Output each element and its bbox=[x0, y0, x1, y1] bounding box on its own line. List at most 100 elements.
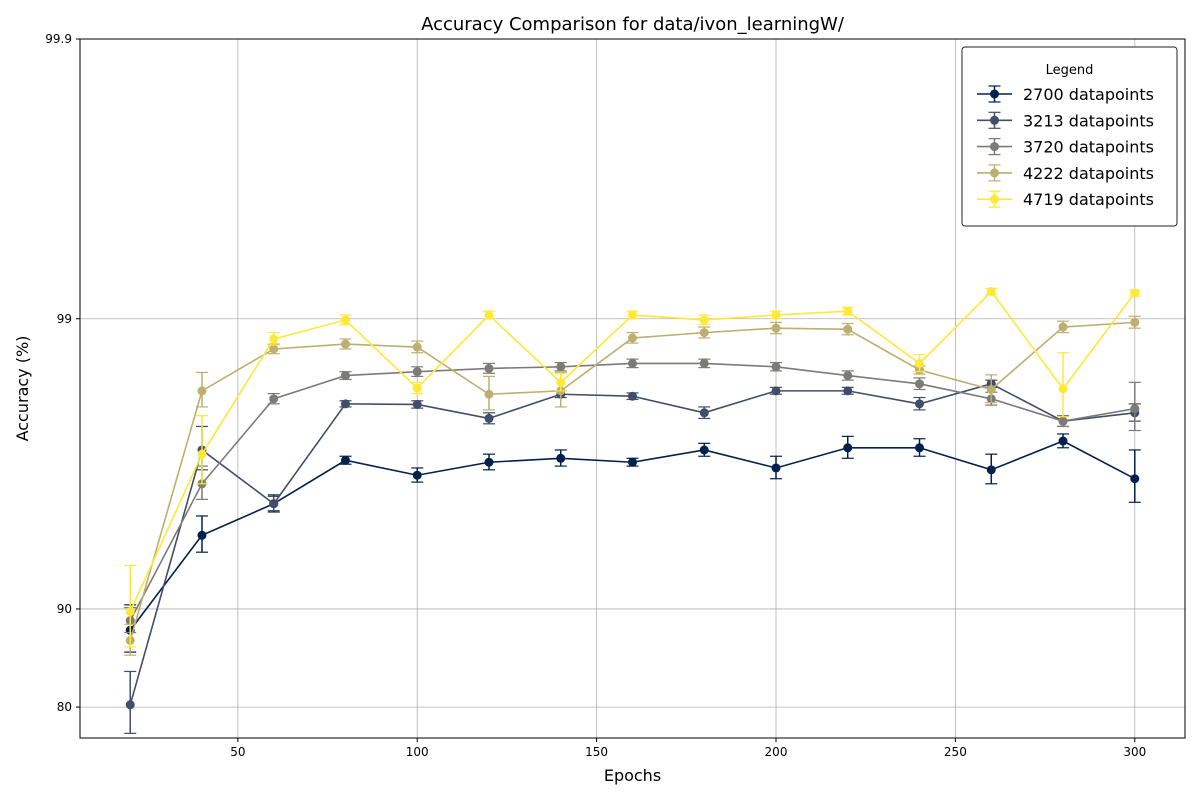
y-tick-label: 80 bbox=[57, 700, 72, 714]
data-point bbox=[556, 377, 566, 387]
data-point bbox=[986, 287, 996, 297]
data-point bbox=[1130, 474, 1140, 484]
x-tick-label: 100 bbox=[406, 745, 429, 759]
data-point bbox=[628, 310, 637, 320]
data-point bbox=[628, 391, 637, 401]
data-point bbox=[269, 344, 279, 354]
data-point bbox=[1058, 416, 1068, 426]
data-point bbox=[771, 310, 781, 320]
legend-entry: 2700 datapoints bbox=[977, 85, 1154, 104]
data-point bbox=[269, 334, 279, 344]
legend-label: 3213 datapoints bbox=[1023, 111, 1154, 130]
data-point bbox=[915, 379, 925, 389]
x-tick-label: 150 bbox=[585, 745, 608, 759]
data-point bbox=[771, 323, 781, 333]
data-point bbox=[628, 358, 637, 368]
data-point bbox=[484, 413, 494, 423]
data-point bbox=[412, 399, 422, 409]
x-tick-label: 200 bbox=[765, 745, 788, 759]
data-point bbox=[915, 399, 925, 409]
data-point bbox=[340, 339, 350, 349]
legend-entry: 4222 datapoints bbox=[977, 164, 1154, 183]
data-point bbox=[843, 386, 853, 396]
data-point bbox=[986, 465, 996, 475]
chart-title: Accuracy Comparison for data/ivon_learni… bbox=[421, 14, 845, 35]
legend-swatch-marker bbox=[990, 115, 999, 125]
data-point bbox=[628, 457, 637, 467]
data-point bbox=[269, 499, 279, 509]
data-point bbox=[843, 306, 853, 316]
series-group bbox=[124, 315, 1141, 656]
x-tick-label: 50 bbox=[230, 745, 245, 759]
legend-swatch-marker bbox=[990, 194, 999, 204]
data-point bbox=[771, 386, 781, 396]
data-point bbox=[197, 530, 207, 540]
legend-box bbox=[961, 46, 1178, 227]
data-point bbox=[1058, 384, 1068, 394]
data-point bbox=[484, 363, 494, 373]
y-axis-label: Accuracy (%) bbox=[13, 336, 32, 442]
data-point bbox=[125, 607, 135, 617]
data-point bbox=[412, 367, 422, 377]
legend-label: 2700 datapoints bbox=[1023, 85, 1154, 104]
y-tick-label: 99.9 bbox=[45, 32, 72, 46]
x-tick-label: 300 bbox=[1123, 745, 1146, 759]
data-point bbox=[1130, 288, 1140, 298]
data-point bbox=[125, 700, 135, 710]
legend-label: 3720 datapoints bbox=[1023, 138, 1154, 157]
data-point bbox=[699, 358, 709, 368]
legend-label: 4222 datapoints bbox=[1023, 164, 1154, 183]
data-point bbox=[771, 463, 781, 473]
data-point bbox=[1058, 322, 1068, 332]
data-point bbox=[556, 453, 566, 463]
legend-entry: 4719 datapoints bbox=[977, 190, 1154, 209]
data-point bbox=[412, 342, 422, 352]
data-point bbox=[1130, 404, 1140, 414]
data-point bbox=[699, 315, 709, 325]
legend-swatch-marker bbox=[990, 89, 999, 99]
data-point bbox=[412, 470, 422, 480]
data-point bbox=[556, 362, 566, 372]
x-tick-label: 250 bbox=[944, 745, 967, 759]
x-axis-label: Epochs bbox=[604, 766, 661, 785]
series-layer bbox=[124, 287, 1141, 734]
legend-entry: 3720 datapoints bbox=[977, 138, 1154, 157]
data-point bbox=[1058, 436, 1068, 446]
legend: Legend 2700 datapoints 3213 datapoints 372… bbox=[961, 46, 1178, 227]
data-point bbox=[986, 384, 996, 394]
data-point bbox=[628, 333, 637, 343]
series-group bbox=[124, 358, 1141, 634]
legend-swatch-marker bbox=[990, 168, 999, 178]
data-point bbox=[843, 443, 853, 453]
axis-ticks: 50 100 150 200 250 300 80 90 99 99.9 bbox=[45, 32, 1146, 759]
data-point bbox=[340, 371, 350, 381]
data-point bbox=[269, 394, 279, 404]
data-point bbox=[197, 449, 207, 459]
data-point bbox=[915, 443, 925, 453]
plot-frame bbox=[79, 38, 1186, 739]
data-point bbox=[340, 315, 350, 325]
y-tick-label: 99 bbox=[57, 312, 72, 326]
legend-entries: 2700 datapoints 3213 datapoints 3720 datap… bbox=[977, 85, 1154, 209]
legend-title: Legend bbox=[1046, 63, 1094, 78]
data-point bbox=[484, 457, 494, 467]
y-tick-label: 90 bbox=[57, 602, 72, 616]
data-point bbox=[843, 324, 853, 334]
series-group bbox=[124, 287, 1141, 648]
legend-label: 4719 datapoints bbox=[1023, 190, 1154, 209]
data-point bbox=[484, 389, 494, 399]
data-point bbox=[197, 386, 207, 396]
legend-swatch-marker bbox=[990, 142, 999, 152]
data-point bbox=[412, 383, 422, 393]
data-point bbox=[699, 328, 709, 338]
data-point bbox=[699, 408, 709, 418]
data-point bbox=[340, 399, 350, 409]
data-point bbox=[915, 358, 925, 368]
data-point bbox=[843, 371, 853, 381]
data-point bbox=[771, 362, 781, 372]
data-point bbox=[699, 445, 709, 455]
data-point bbox=[484, 310, 494, 320]
data-point bbox=[1130, 317, 1140, 327]
